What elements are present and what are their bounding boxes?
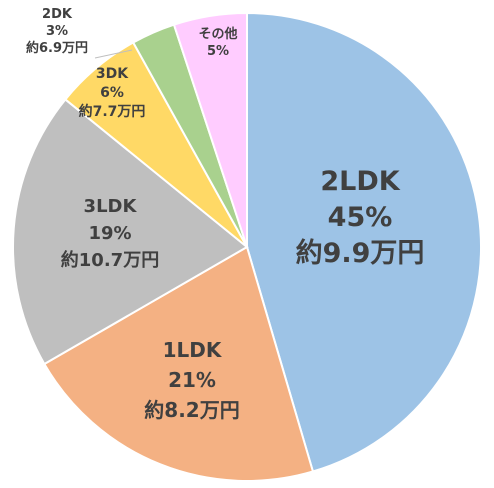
slice-label-line: 45% [328, 202, 393, 233]
slice-label-5: その他 5% [198, 26, 237, 59]
slice-label-line: 3% [46, 24, 68, 39]
slice-label-line: その他 [198, 26, 237, 42]
leader-line [94, 49, 133, 59]
slice-label-line: 6% [100, 85, 124, 101]
pie-slice-5 [172, 11, 248, 248]
slice-label-line: 2LDK [320, 166, 400, 197]
slice-label-line: 1LDK [163, 338, 223, 362]
pie-slice-0 [246, 11, 482, 473]
slice-label-line: 19% [88, 223, 131, 244]
slice-label-line: 3LDK [84, 196, 138, 217]
slice-label-line: 約9.9万円 [296, 237, 425, 269]
slice-label-line: 約6.9万円 [26, 40, 88, 56]
pie-slice-1 [42, 245, 315, 482]
pie-slice-2 [11, 98, 249, 366]
slice-label-line: 約10.7万円 [61, 249, 159, 271]
slice-label-line: 3DK [96, 66, 129, 82]
slice-label-4: 2DK 3%約6.9万円 [26, 7, 88, 56]
slice-label-3: 3DK 6% 約7.7万円 [79, 66, 146, 120]
slice-label-line: 2DK [42, 7, 73, 22]
slice-label-2: 3LDK 19% 約10.7万円 [61, 196, 159, 271]
slice-label-line: 21% [168, 368, 216, 392]
slice-label-line: 5% [207, 44, 229, 59]
slice-label-line: 約7.7万円 [79, 103, 146, 120]
slice-label-line: 約8.2万円 [144, 398, 239, 422]
slice-label-1: 1LDK 21% 約8.2万円 [144, 338, 239, 422]
slice-label-0: 2LDK 45% 約9.9万円 [296, 166, 425, 269]
